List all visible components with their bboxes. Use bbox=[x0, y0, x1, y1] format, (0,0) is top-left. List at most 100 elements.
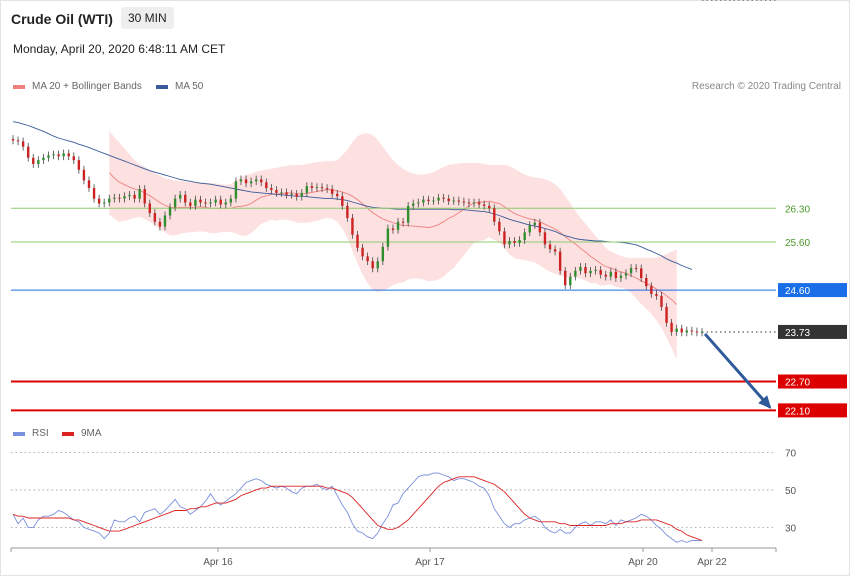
candle-body bbox=[700, 331, 704, 333]
candle-body bbox=[675, 328, 678, 332]
candle-body bbox=[199, 199, 202, 203]
candle-body bbox=[538, 222, 542, 233]
candle-body bbox=[92, 188, 96, 199]
candle-body bbox=[11, 138, 15, 141]
copyright-label: Research © 2020 Trading Central bbox=[691, 81, 841, 92]
level-label-22.10: 22.10 bbox=[785, 406, 810, 417]
candle-body bbox=[72, 156, 75, 161]
candle-body bbox=[173, 198, 177, 208]
candle-body bbox=[194, 199, 197, 206]
candle-body bbox=[102, 202, 106, 204]
candle-body bbox=[381, 246, 385, 262]
ma20-swatch bbox=[13, 84, 25, 89]
candle-body bbox=[254, 179, 258, 182]
rsi-tick-label: 30 bbox=[785, 523, 797, 534]
candle-body bbox=[189, 202, 192, 206]
candle-body bbox=[118, 197, 121, 199]
candle-body bbox=[371, 261, 374, 269]
candle-body bbox=[619, 275, 623, 279]
candle-body bbox=[634, 267, 638, 269]
candle-body bbox=[508, 240, 511, 245]
legend-ma50: MA 50 bbox=[156, 81, 203, 92]
candle-body bbox=[62, 153, 65, 157]
candle-body bbox=[574, 270, 577, 277]
candle-body bbox=[82, 169, 86, 181]
candle-body bbox=[158, 221, 162, 227]
candle-body bbox=[128, 194, 131, 197]
candle-body bbox=[584, 266, 587, 274]
bollinger-band bbox=[109, 130, 677, 360]
candle-body bbox=[315, 187, 319, 189]
rsi-legend-label: RSI bbox=[32, 428, 49, 439]
level-label-26.30: 26.30 bbox=[785, 204, 810, 215]
candle-body bbox=[533, 222, 537, 226]
candle-body bbox=[422, 199, 425, 203]
rsi-swatch bbox=[13, 431, 25, 436]
candle-body bbox=[37, 160, 40, 164]
level-tag-22.70 bbox=[778, 374, 847, 389]
candle-body bbox=[442, 197, 445, 199]
candle-body bbox=[123, 196, 126, 199]
candle-body bbox=[133, 194, 136, 199]
candle-body bbox=[650, 286, 653, 294]
candle-body bbox=[16, 140, 20, 142]
level-label-23.73: 23.73 bbox=[785, 328, 810, 339]
ma50-swatch bbox=[156, 84, 168, 89]
x-tick-label: Apr 17 bbox=[415, 557, 445, 568]
candle-body bbox=[594, 269, 597, 271]
candle-body bbox=[178, 194, 182, 199]
candle-body bbox=[376, 261, 379, 269]
forecast-arrowhead bbox=[758, 395, 772, 409]
candle-body bbox=[275, 189, 278, 193]
candle-body bbox=[452, 200, 455, 202]
candle-body bbox=[219, 199, 222, 205]
candle-body bbox=[498, 221, 501, 232]
candle-body bbox=[695, 331, 699, 333]
candle-body bbox=[26, 146, 30, 158]
legend-rsi: RSI bbox=[13, 428, 49, 439]
rsi-ma-line bbox=[12, 476, 703, 541]
candle-body bbox=[260, 179, 263, 183]
candle-body bbox=[665, 306, 668, 323]
interval-badge[interactable]: 30 MIN bbox=[121, 7, 174, 29]
legend-rsi-ma: 9MA bbox=[62, 428, 102, 439]
candle-body bbox=[624, 273, 628, 276]
candle-body bbox=[168, 207, 172, 216]
x-tick-label: Apr 16 bbox=[203, 557, 233, 568]
legend-ma20: MA 20 + Bollinger Bands bbox=[13, 81, 142, 92]
candle-body bbox=[57, 154, 60, 157]
ma50-legend-label: MA 50 bbox=[175, 81, 204, 92]
ma20-legend-label: MA 20 + Bollinger Bands bbox=[32, 81, 142, 92]
candle-body bbox=[412, 203, 415, 206]
candle-body bbox=[680, 328, 683, 333]
candle-body bbox=[685, 330, 689, 333]
candle-body bbox=[614, 271, 618, 279]
candle-body bbox=[214, 199, 217, 203]
candle-body bbox=[457, 200, 461, 202]
candle-body bbox=[42, 157, 45, 161]
candle-body bbox=[553, 249, 557, 252]
candle-body bbox=[579, 266, 582, 271]
candle-body bbox=[482, 204, 486, 206]
rsi-tick-label: 50 bbox=[785, 486, 797, 497]
candle-body bbox=[138, 189, 141, 199]
candle-body bbox=[488, 205, 491, 209]
candle-body bbox=[548, 244, 552, 250]
candle-body bbox=[295, 193, 298, 197]
datetime-label: Monday, April 20, 2020 6:48:11 AM CET bbox=[13, 42, 226, 56]
level-tag-22.10 bbox=[778, 403, 847, 418]
candle-body bbox=[477, 202, 481, 205]
candle-body bbox=[396, 221, 400, 230]
candle-body bbox=[346, 205, 349, 218]
level-label-25.60: 25.60 bbox=[785, 238, 810, 249]
candle-body bbox=[356, 234, 359, 248]
candle-body bbox=[52, 154, 55, 156]
rsi-ma-legend-label: 9MA bbox=[81, 428, 102, 439]
candle-body bbox=[645, 278, 648, 287]
candle-body bbox=[640, 268, 643, 279]
candle-body bbox=[569, 276, 572, 286]
candle-body bbox=[21, 141, 25, 147]
candle-body bbox=[244, 179, 248, 184]
candle-body bbox=[285, 192, 288, 195]
